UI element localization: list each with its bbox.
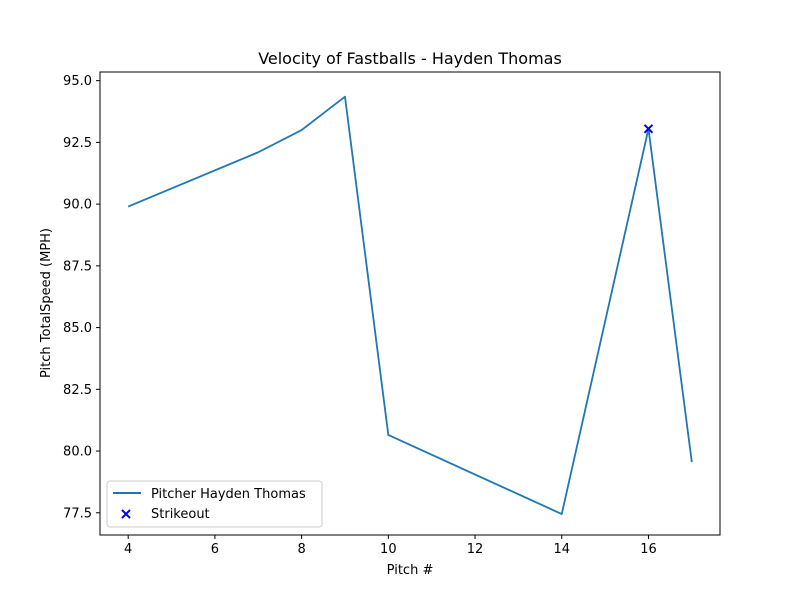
x-axis: 4 6 8 10 12 14 16: [124, 535, 657, 557]
series-line-pitcher: [127, 95, 693, 515]
y-axis-label: Pitch TotalSpeed (MPH): [39, 228, 54, 378]
y-tick-label: 82.5: [63, 383, 92, 398]
legend-label-strikeout: Strikeout: [151, 507, 210, 522]
y-tick-label: 85.0: [63, 321, 92, 336]
legend-label-pitcher: Pitcher Hayden Thomas: [151, 487, 306, 502]
y-axis: 77.5 80.0 82.5 85.0 87.5 90.0 92.5 95.0: [63, 74, 100, 521]
y-tick-label: 92.5: [63, 136, 92, 151]
y-tick-label: 90.0: [63, 198, 92, 213]
chart-title: Velocity of Fastballs - Hayden Thomas: [258, 49, 562, 68]
y-tick-label: 87.5: [63, 259, 92, 274]
legend-marker-swatch: [121, 509, 131, 519]
x-tick-label: 14: [553, 542, 570, 557]
x-tick-label: 8: [297, 542, 305, 557]
y-tick-label: 95.0: [63, 74, 92, 89]
strikeout-marker: [643, 124, 654, 134]
axes-frame: [99, 71, 721, 536]
x-tick-label: 4: [124, 542, 132, 557]
legend: Pitcher Hayden Thomas Strikeout: [106, 480, 323, 528]
x-tick-label: 12: [467, 542, 484, 557]
plot-area: 4 6 8 10 12 14 16 77.5 80.0 82.5 85.0 87.5 90.0 92.5…: [63, 71, 721, 557]
x-axis-label: Pitch #: [387, 563, 434, 578]
x-tick-label: 10: [380, 542, 397, 557]
y-tick-label: 77.5: [63, 506, 92, 521]
x-tick-label: 16: [640, 542, 657, 557]
x-tick-label: 6: [211, 542, 219, 557]
legend-box: [106, 480, 323, 528]
series-layer: [127, 95, 693, 515]
y-tick-label: 80.0: [63, 445, 92, 460]
